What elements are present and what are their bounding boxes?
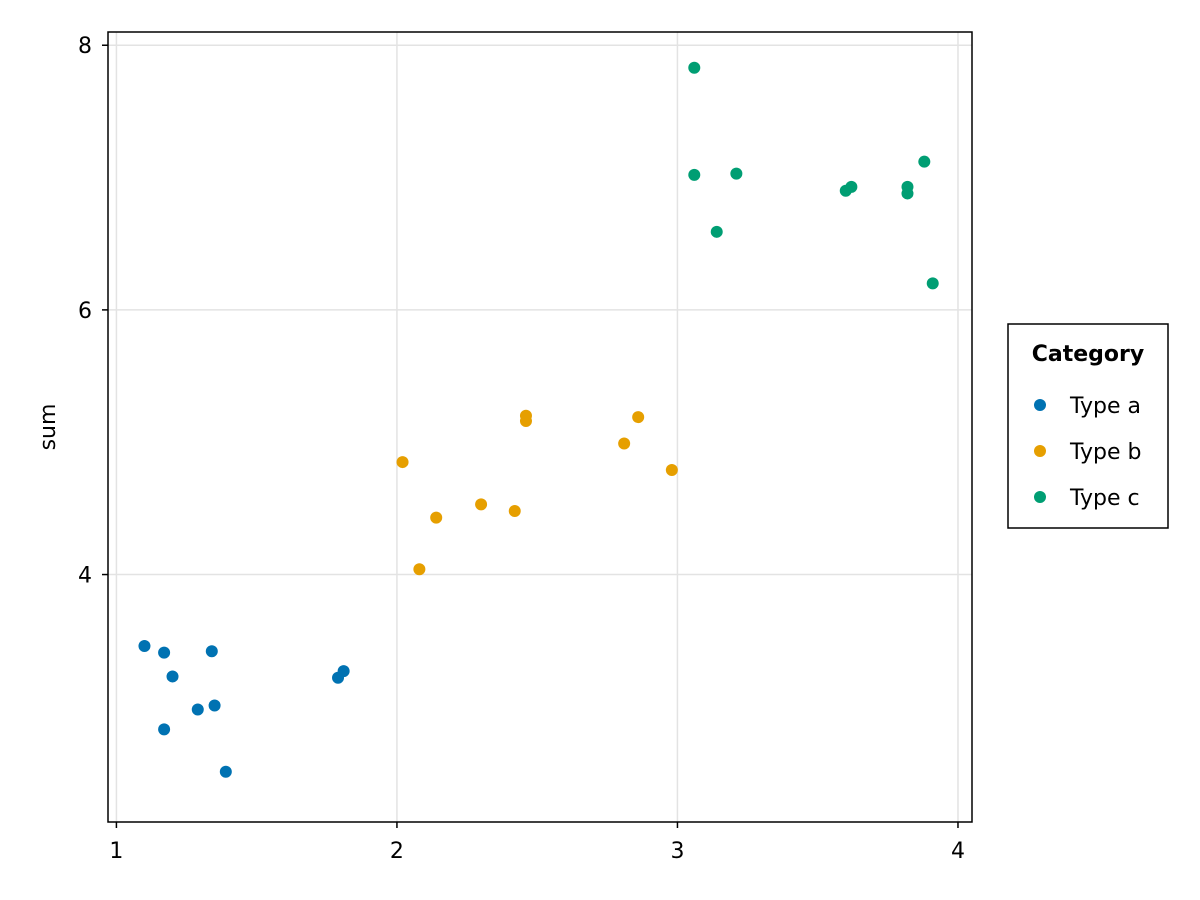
type-c-point [730,167,743,180]
type-c-point [688,61,701,74]
y-tick-label: 4 [78,564,92,589]
type-a-point [138,640,151,653]
legend-label-type-c: Type c [1069,486,1140,511]
type-c-point [845,180,858,193]
type-a-point [166,670,179,683]
type-a-point [219,765,232,778]
x-axis: 1 2 3 4 [109,822,965,864]
x-tick-label: 2 [390,839,404,864]
x-tick-label: 4 [951,839,965,864]
type-b-point [519,415,532,428]
legend-label-type-a: Type a [1069,394,1141,419]
type-c-point [901,187,914,200]
type-c-point [926,277,939,290]
legend-items: Type a Type b Type c [1034,394,1142,511]
x-tick-label: 3 [670,839,684,864]
type-c-point [918,155,931,168]
legend-marker-type-a [1034,399,1046,411]
type-a-point [205,645,218,658]
plot-frame [107,31,973,823]
type-b-point [413,563,426,576]
legend-label-type-b: Type b [1069,440,1142,465]
type-a-point [337,665,350,678]
legend-marker-type-c [1034,491,1046,503]
type-b-point [665,464,678,477]
x-tick-label: 1 [109,839,123,864]
type-a-point [158,723,171,736]
data-points [138,61,939,778]
type-b-point [632,411,645,424]
type-b-point [396,456,409,469]
type-b-point [618,437,631,450]
legend: Category Type a Type b Type c [1007,323,1169,529]
type-b-point [430,511,443,524]
y-tick-label: 6 [78,299,92,324]
y-axis-title: sum [36,404,61,451]
type-a-point [158,646,171,659]
type-c-point [688,168,701,181]
legend-marker-type-b [1034,445,1046,457]
y-tick-label: 8 [78,34,92,59]
type-c-point [710,225,723,238]
type-a-point [208,699,221,712]
type-a-point [191,703,204,716]
type-b-point [475,498,488,511]
y-axis: 4 6 8 [78,34,108,589]
grid [108,32,972,822]
legend-box [1007,323,1169,529]
type-b-point [508,505,521,518]
legend-title: Category [1032,342,1144,367]
